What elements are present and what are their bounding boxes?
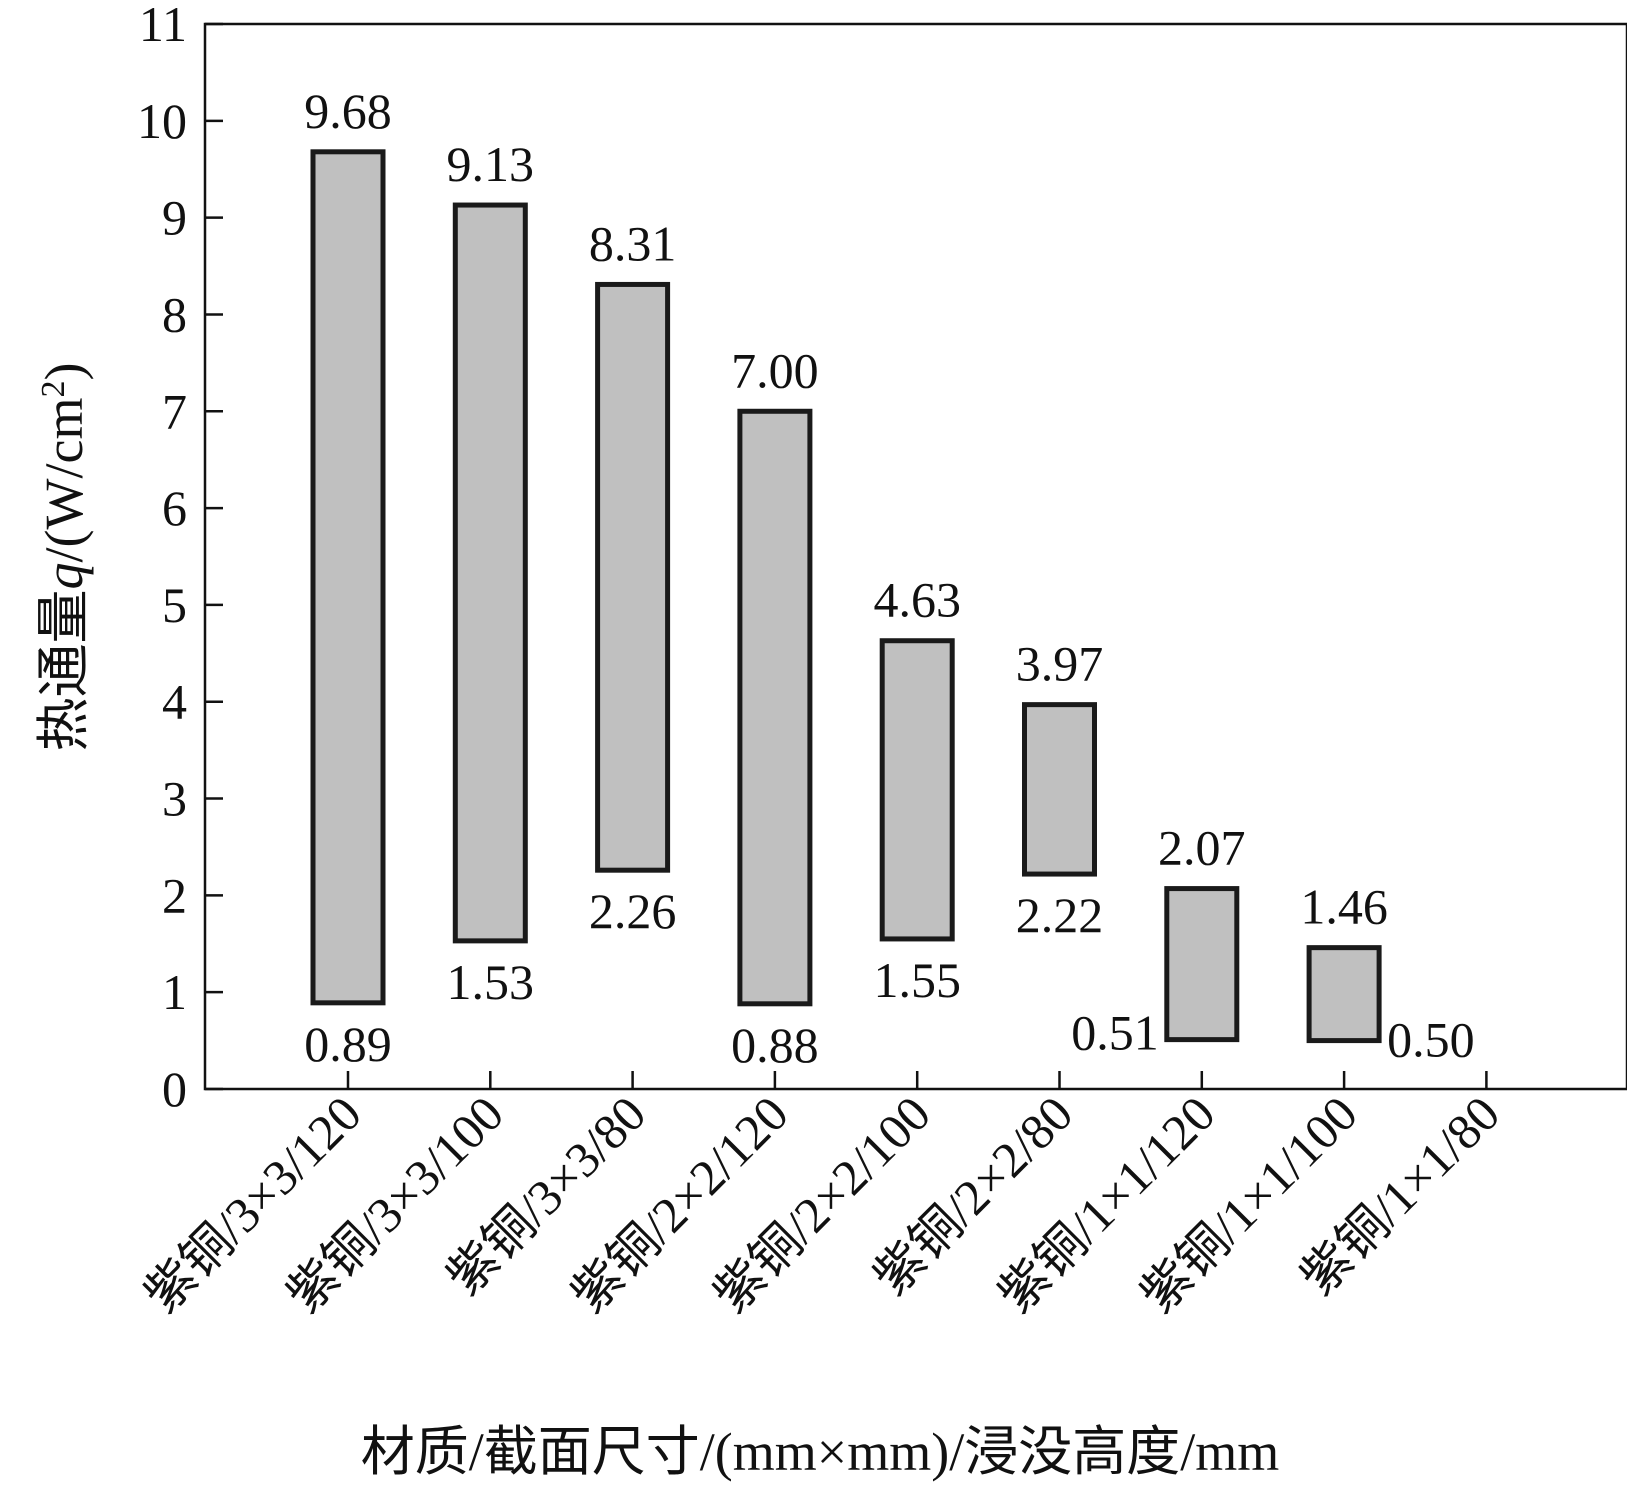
y-axis-title-unit: /(W/cm: [34, 398, 94, 563]
y-tick-label: 10: [137, 93, 187, 149]
y-tick-label: 6: [162, 480, 187, 536]
range-low-label: 2.26: [589, 883, 677, 939]
range-high-label: 8.31: [589, 215, 677, 271]
y-axis-title-sup: 2: [35, 381, 72, 398]
range-low-label: 1.53: [447, 954, 535, 1010]
y-axis: 0 1 2 3 4 5 6 7 8 9 10 11: [137, 0, 223, 1117]
range-bar: [1022, 702, 1097, 877]
x-axis: 紫铜/3×3/120紫铜/3×3/100紫铜/3×3/80紫铜/2×2/120紫…: [133, 1071, 1510, 1323]
y-axis-title-close: ): [34, 363, 94, 381]
range-bar: [452, 202, 528, 944]
y-axis-title-var: q: [34, 562, 94, 589]
range-low-label: 0.88: [731, 1017, 819, 1073]
y-tick-label: 11: [139, 0, 187, 52]
range-high-label: 9.68: [304, 83, 392, 139]
range-low-label: 0.51: [1071, 1005, 1159, 1061]
range-bar: [1306, 945, 1382, 1044]
y-tick-label: 9: [162, 190, 187, 246]
range-low-label: 1.55: [873, 952, 961, 1008]
y-tick-label: 2: [162, 867, 187, 923]
y-tick-label: 0: [162, 1061, 187, 1117]
range-bar: [595, 281, 671, 873]
range-low-label: 0.50: [1387, 1012, 1475, 1068]
range-high-label: 7.00: [731, 342, 819, 398]
range-bar: [737, 408, 813, 1007]
range-bar: [310, 149, 386, 1006]
range-bar: [879, 638, 955, 942]
y-tick-label: 5: [162, 577, 187, 633]
range-high-label: 1.46: [1300, 879, 1388, 935]
y-axis-title-prefix: 热通量: [34, 589, 94, 751]
range-bar: [1164, 886, 1240, 1043]
y-tick-label: 4: [162, 674, 187, 730]
range-high-label: 9.13: [447, 136, 535, 192]
y-axis-title: 热通量q/(W/cm2): [34, 363, 94, 752]
range-low-label: 0.89: [304, 1016, 392, 1072]
y-tick-label: 8: [162, 286, 187, 342]
range-high-label: 2.07: [1158, 820, 1246, 876]
y-tick-label: 3: [162, 771, 187, 827]
range-high-label: 4.63: [873, 572, 961, 628]
data-labels: 9.68 0.89 9.13 1.53 8.31 2.26 7.00 0.88 4.63 1.55…: [304, 83, 1474, 1073]
range-low-label: 2.22: [1016, 887, 1104, 943]
x-axis-title: 材质/截面尺寸/(mm×mm)/浸没高度/mm: [361, 1422, 1279, 1482]
y-tick-label: 7: [162, 383, 187, 439]
bars: [310, 149, 1382, 1044]
range-high-label: 3.97: [1016, 636, 1104, 692]
y-tick-label: 1: [162, 964, 187, 1020]
